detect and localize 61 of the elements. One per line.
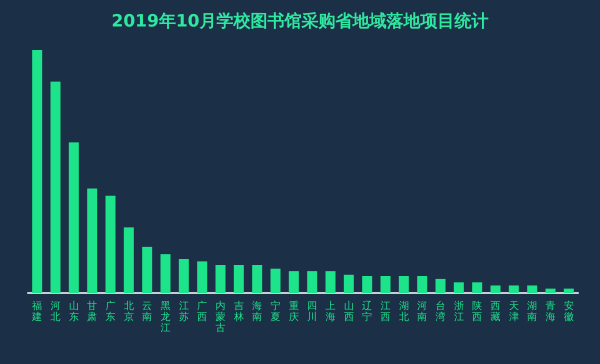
- bar: [362, 276, 372, 293]
- bar: [32, 50, 42, 293]
- bar: [472, 282, 482, 293]
- bar: [490, 285, 500, 293]
- bar: [454, 282, 464, 293]
- x-tick-label: 四川: [307, 301, 318, 323]
- x-tick-label: 浙江: [454, 300, 464, 323]
- bar: [234, 265, 244, 293]
- x-tick-label: 青海: [546, 300, 556, 323]
- x-tick-label: 湖南: [527, 300, 538, 323]
- bar: [508, 285, 519, 293]
- bar: [417, 276, 428, 293]
- bar: [326, 271, 336, 293]
- bar: [398, 276, 409, 293]
- bar: [344, 274, 354, 293]
- x-tick-label: 江西: [380, 300, 390, 323]
- bar: [68, 142, 79, 293]
- bar: [270, 268, 280, 293]
- x-tick-label: 福建: [31, 300, 42, 323]
- x-tick-label: 宁夏: [270, 300, 280, 323]
- bar: [50, 82, 60, 293]
- x-tick-label: 北京: [124, 300, 134, 323]
- x-tick-label: 海南: [252, 300, 262, 323]
- bar: [307, 271, 318, 293]
- bar: [380, 276, 390, 293]
- bar: [142, 246, 152, 293]
- x-tick-label: 吉林: [232, 300, 244, 323]
- bar: [124, 227, 134, 293]
- x-tick-label: 河南: [417, 300, 428, 323]
- x-tick-label: 重庆: [288, 300, 299, 323]
- x-tick-label: 上海: [326, 300, 336, 323]
- x-tick-label: 山西: [344, 300, 354, 323]
- x-tick-label: 广西: [197, 300, 208, 323]
- bar: [216, 265, 226, 293]
- bar: [106, 196, 116, 293]
- bar: [160, 254, 170, 293]
- bar: [178, 258, 189, 293]
- x-tick-label: 黑龙江: [160, 301, 170, 334]
- x-tick-label: 江苏: [178, 300, 189, 323]
- x-tick-label: 湖北: [398, 300, 409, 323]
- x-tick-label: 辽宁: [362, 300, 372, 323]
- x-tick-label: 广东: [106, 300, 116, 323]
- bar: [564, 288, 574, 293]
- x-tick-label: 台湾: [436, 300, 446, 323]
- bar: [527, 285, 538, 293]
- bar: [87, 188, 98, 293]
- bar: [436, 278, 446, 293]
- x-tick-label: 陕西: [472, 300, 482, 323]
- x-tick-label: 天津: [508, 301, 519, 323]
- bar: [197, 261, 208, 293]
- bar: [252, 265, 262, 293]
- x-tick-label: 山东: [68, 300, 79, 323]
- x-tick-label: 安徽: [564, 300, 574, 323]
- chart-title: 2019年10月学校图书馆采购省地域落地项目统计: [112, 12, 488, 32]
- x-tick-label: 西藏: [490, 301, 500, 323]
- x-tick-label: 内蒙古: [216, 300, 226, 334]
- x-tick-label: 甘肃: [87, 300, 98, 323]
- x-tick-label: 河北: [50, 300, 60, 323]
- x-tick-label: 云南: [142, 301, 152, 323]
- bar: [546, 288, 556, 293]
- bar: [288, 271, 299, 293]
